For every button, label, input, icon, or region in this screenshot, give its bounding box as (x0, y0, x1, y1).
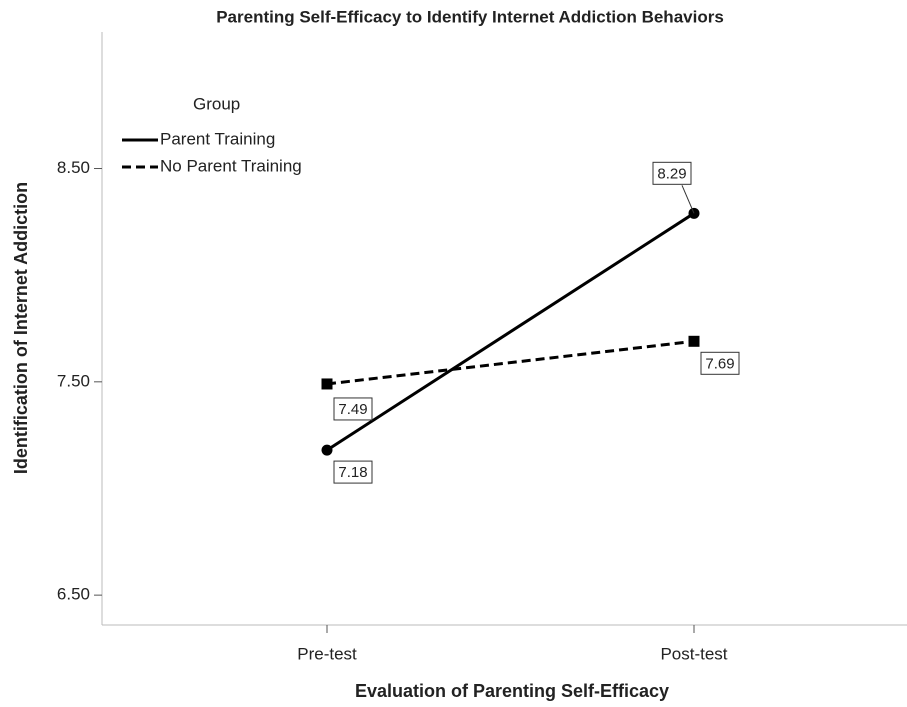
series-line (326, 212, 695, 452)
legend-label: No Parent Training (160, 156, 302, 175)
marker (688, 335, 700, 347)
x-axis-title: Evaluation of Parenting Self-Efficacy (355, 681, 669, 701)
y-tick-label: 7.50 (57, 371, 90, 390)
data-label: 7.18 (338, 464, 367, 481)
y-tick-label: 8.50 (57, 158, 90, 177)
data-label: 8.29 (657, 165, 686, 182)
x-tick-label: Pre-test (297, 644, 357, 663)
data-label-box (333, 397, 373, 421)
y-axis-title: Identification of Internet Addiction (11, 182, 31, 474)
data-label: 7.49 (338, 401, 367, 418)
data-label-box (700, 351, 740, 375)
y-tick-label: 6.50 (57, 585, 90, 604)
data-label-box (652, 161, 692, 185)
chart-title: Parenting Self-Efficacy to Identify Inte… (216, 7, 724, 26)
marker (321, 444, 333, 456)
legend-label: Parent Training (160, 129, 275, 148)
marker (321, 378, 333, 390)
leader-line (681, 185, 695, 214)
data-label: 7.69 (705, 355, 734, 372)
data-label-box (333, 460, 373, 484)
x-tick-label: Post-test (660, 644, 727, 663)
series-line (326, 339, 695, 386)
legend-title: Group (193, 94, 240, 113)
